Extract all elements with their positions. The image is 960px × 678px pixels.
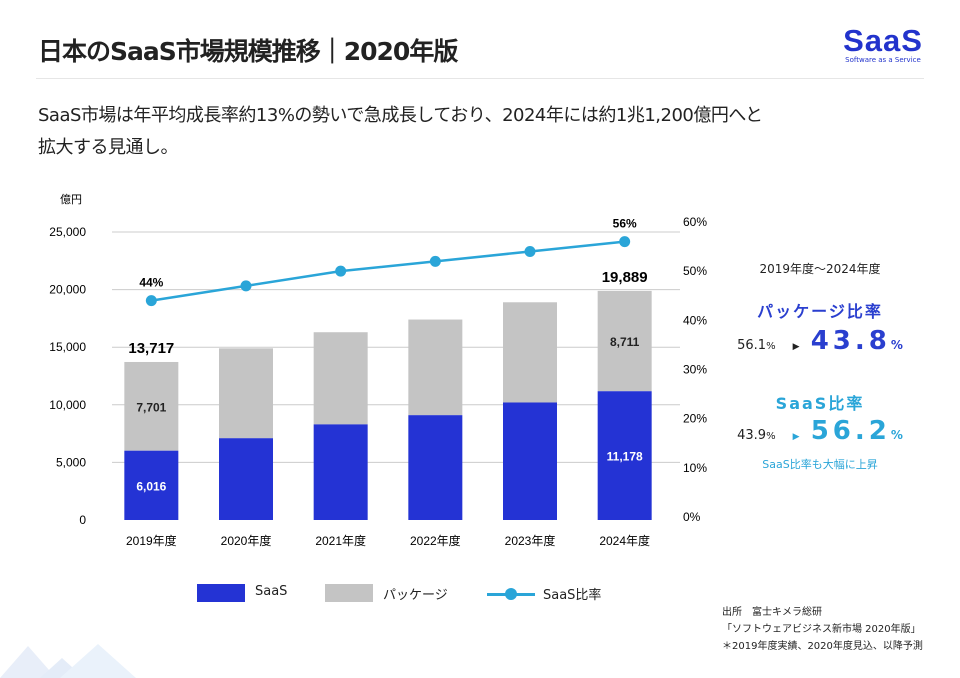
- package-ratio-values: 56.1% ▶ 43.8%: [737, 326, 903, 356]
- y2-tick-label: 40%: [683, 313, 707, 327]
- package-swatch: [325, 584, 373, 602]
- y-unit-label: 億円: [60, 193, 82, 206]
- bar-package: [408, 319, 463, 416]
- package-data-label: 8,711: [610, 335, 640, 349]
- divider: [36, 78, 924, 79]
- ratio-swatch: [487, 584, 535, 602]
- saas-data-label: 6,016: [136, 479, 166, 493]
- package-ratio-title: パッケージ比率: [757, 302, 883, 321]
- y-tick-label: 0: [79, 513, 86, 527]
- y2-tick-label: 10%: [683, 461, 707, 475]
- x-tick-label: 2020年度: [221, 533, 272, 548]
- saas-swatch: [197, 584, 245, 602]
- bar-package: [124, 361, 179, 451]
- bar-saas: [503, 402, 557, 520]
- ratio-data-label: 56%: [613, 217, 637, 231]
- y2-tick-label: 50%: [683, 264, 707, 278]
- source-note: 出所 富士キメラ総研 「ソフトウェアビジネス新市場 2020年版」 ＊2019年度実…: [722, 607, 923, 652]
- y-tick-label: 5,000: [56, 455, 86, 469]
- lead-text: SaaS市場は年平均成長率約13%の勢いで急成長しており、2024年には約1兆1…: [38, 105, 763, 158]
- y-tick-label: 10,000: [49, 398, 86, 412]
- y2-tick-label: 60%: [683, 215, 707, 229]
- x-tick-label: 2019年度: [126, 533, 177, 548]
- bar-saas: [597, 391, 652, 520]
- bar-package: [313, 332, 368, 425]
- bar-saas: [408, 415, 463, 520]
- y2-tick-label: 30%: [683, 363, 707, 377]
- ratio-point: [619, 236, 631, 248]
- saas-logo: SaaS Software as a Service: [843, 23, 923, 64]
- saas-data-label: 11,178: [607, 450, 643, 464]
- y-tick-label: 25,000: [49, 225, 86, 239]
- legend-ratio: SaaS比率: [487, 584, 601, 603]
- saas-ratio-note: SaaS比率も大幅に上昇: [762, 458, 878, 471]
- total-data-label: 19,889: [602, 269, 648, 286]
- x-tick-label: 2024年度: [599, 533, 650, 548]
- x-tick-label: 2021年度: [315, 533, 366, 548]
- mountain-decoration: [0, 644, 136, 678]
- saas-ratio-title: SaaS比率: [775, 394, 865, 413]
- x-tick-label: 2023年度: [505, 533, 556, 548]
- ratio-point: [429, 255, 441, 267]
- legend-saas: SaaS: [197, 584, 287, 602]
- ratio-point: [145, 295, 157, 307]
- bar-saas: [124, 450, 179, 520]
- bar-saas: [219, 438, 273, 520]
- ratio-line: [151, 240, 625, 302]
- saas-ratio-values: 43.9% ▶ 56.2%: [737, 416, 903, 446]
- bar-package: [597, 290, 652, 392]
- y-tick-label: 15,000: [49, 340, 86, 354]
- legend-package: パッケージ: [325, 584, 448, 603]
- page-title: 日本のSaaS市場規模推移｜2020年版: [38, 37, 458, 66]
- bar-package: [219, 348, 273, 439]
- bar-saas: [313, 424, 368, 520]
- y-tick-label: 20,000: [49, 283, 86, 297]
- bar-package: [503, 302, 557, 403]
- total-data-label: 13,717: [128, 340, 174, 357]
- period-label: 2019年度〜2024年度: [759, 262, 881, 276]
- x-tick-label: 2022年度: [410, 533, 461, 548]
- ratio-point: [240, 280, 252, 292]
- package-data-label: 7,701: [136, 400, 166, 414]
- ratio-point: [524, 246, 536, 257]
- ratio-data-label: 44%: [139, 276, 163, 290]
- y2-tick-label: 0%: [683, 510, 701, 524]
- ratio-point: [335, 265, 347, 277]
- y2-tick-label: 20%: [683, 412, 707, 426]
